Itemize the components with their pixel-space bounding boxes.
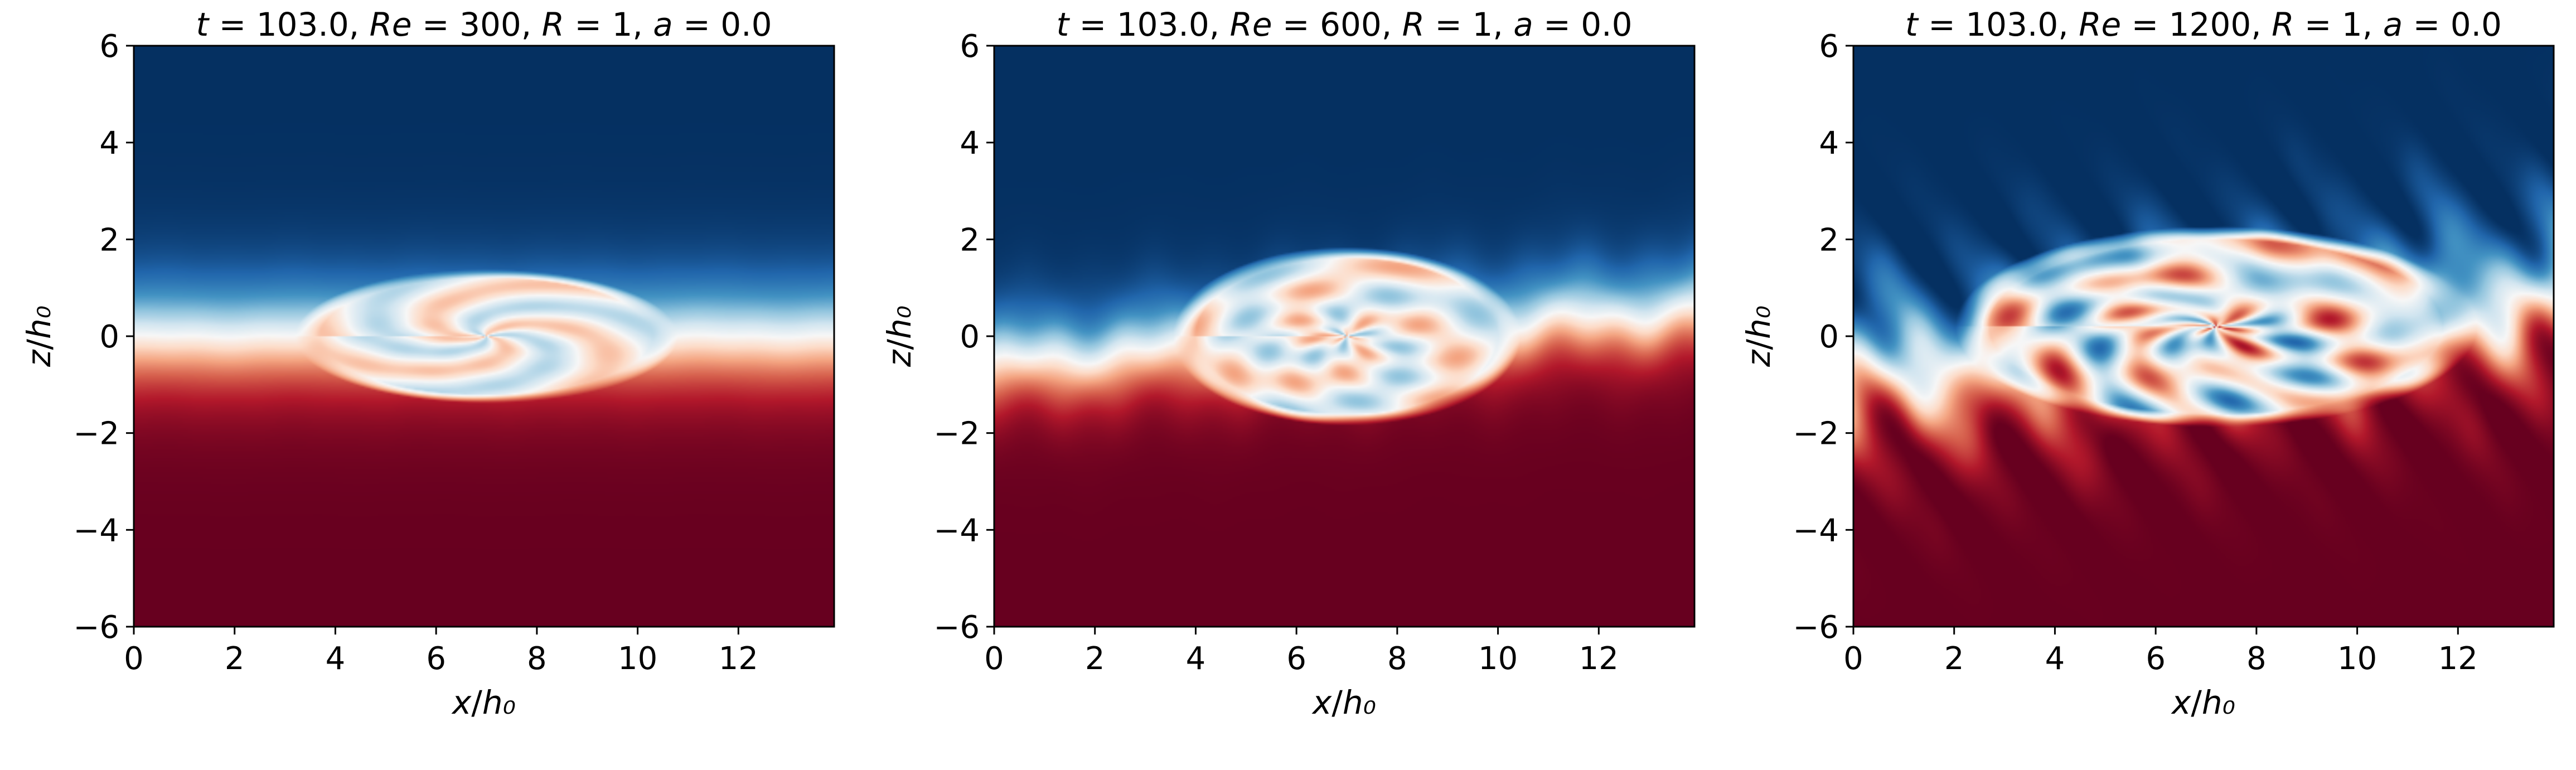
x-tick-label: 12 <box>1579 641 1619 677</box>
x-tick-label: 8 <box>2246 641 2267 677</box>
x-tick-label: 2 <box>225 641 245 677</box>
y-tick-label: 0 <box>960 319 980 355</box>
x-tick-label: 6 <box>1286 641 1306 677</box>
x-tick-label: 4 <box>326 641 346 677</box>
y-tick-label: 2 <box>1819 222 1839 258</box>
y-tick-label: 2 <box>960 222 980 258</box>
y-tick-label: −4 <box>933 512 980 549</box>
heatmap-field <box>994 46 1694 627</box>
y-tick-label: −2 <box>1793 416 1839 452</box>
y-tick-label: 0 <box>99 319 119 355</box>
x-tick-label: 10 <box>2337 641 2377 677</box>
y-tick-label: 4 <box>99 125 119 162</box>
x-axis-label: x/h₀ <box>1311 684 1376 721</box>
y-axis-label: z/h₀ <box>1740 306 1778 367</box>
heatmap-field <box>1853 46 2554 627</box>
panel-title: t = 103.0, Re = 300, R = 1, a = 0.0 <box>196 6 772 43</box>
heatmap-field <box>134 46 834 627</box>
y-tick-label: 4 <box>1819 125 1839 162</box>
y-tick-label: 0 <box>1819 319 1839 355</box>
x-tick-label: 8 <box>1387 641 1407 677</box>
x-tick-label: 6 <box>2146 641 2166 677</box>
y-tick-label: 6 <box>960 28 980 65</box>
y-tick-label: 6 <box>1819 28 1839 65</box>
x-tick-label: 2 <box>1944 641 1964 677</box>
y-tick-label: 2 <box>99 222 119 258</box>
x-tick-label: 10 <box>618 641 657 677</box>
y-tick-label: −6 <box>1793 609 1839 646</box>
y-tick-label: −2 <box>73 416 119 452</box>
y-tick-label: −6 <box>73 609 119 646</box>
panel-title: t = 103.0, Re = 600, R = 1, a = 0.0 <box>1056 6 1632 43</box>
y-tick-label: −6 <box>933 609 980 646</box>
x-axis-label: x/h₀ <box>451 684 516 721</box>
y-tick-label: 4 <box>960 125 980 162</box>
x-tick-label: 0 <box>1843 641 1863 677</box>
x-tick-label: 4 <box>1186 641 1206 677</box>
y-tick-label: −4 <box>1793 512 1839 549</box>
x-tick-label: 2 <box>1085 641 1105 677</box>
x-tick-label: 8 <box>527 641 547 677</box>
x-axis-label: x/h₀ <box>2171 684 2235 721</box>
x-tick-label: 0 <box>124 641 144 677</box>
x-tick-label: 12 <box>2438 641 2478 677</box>
y-tick-label: −2 <box>933 416 980 452</box>
y-axis-label: z/h₀ <box>880 306 918 367</box>
x-tick-label: 0 <box>984 641 1004 677</box>
x-tick-label: 10 <box>1478 641 1518 677</box>
y-tick-label: −4 <box>73 512 119 549</box>
y-tick-label: 6 <box>99 28 119 65</box>
y-axis-label: z/h₀ <box>20 306 58 367</box>
x-tick-label: 4 <box>2045 641 2065 677</box>
panel-title: t = 103.0, Re = 1200, R = 1, a = 0.0 <box>1905 6 2502 43</box>
x-tick-label: 6 <box>426 641 446 677</box>
x-tick-label: 12 <box>719 641 758 677</box>
